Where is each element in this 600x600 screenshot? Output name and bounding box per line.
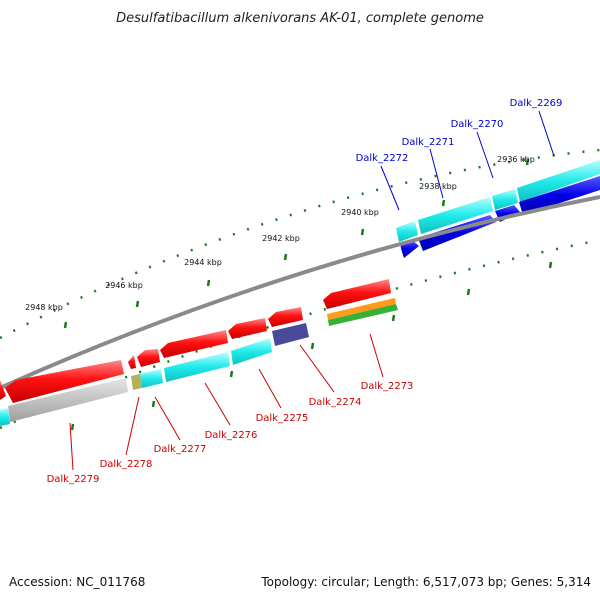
gene-arrow[interactable] — [160, 330, 228, 358]
genome-summary-text: Topology: circular; Length: 6,517,073 bp… — [260, 575, 591, 589]
gene-label-dalk-2273[interactable]: Dalk_2273 — [361, 381, 414, 392]
gene-arrow[interactable] — [128, 355, 136, 369]
genome-backbone — [0, 195, 600, 390]
gene-segment[interactable] — [396, 221, 418, 242]
gene-label-dalk-2278[interactable]: Dalk_2278 — [100, 459, 153, 470]
gene-segment[interactable] — [517, 160, 600, 202]
major-ticks — [63, 158, 530, 329]
gene-segment[interactable] — [131, 374, 142, 390]
gene-arrow[interactable] — [0, 380, 6, 400]
gene-label-dalk-2270[interactable]: Dalk_2270 — [451, 119, 504, 130]
gene-segment[interactable] — [140, 369, 163, 388]
gene-segment[interactable] — [327, 298, 396, 320]
tick-label: 2940 kbp — [341, 208, 379, 217]
gene-label-dalk-2275[interactable]: Dalk_2275 — [256, 413, 309, 424]
gene-label-dalk-2272[interactable]: Dalk_2272 — [356, 153, 409, 164]
top-leader-lines — [380, 110, 555, 211]
gene-arrow[interactable] — [323, 279, 391, 309]
tick-label: 2948 kbp — [25, 303, 63, 312]
tick-label: 2942 kbp — [262, 234, 300, 243]
tick-labels: 2936 kbp 2938 kbp 2940 kbp 2942 kbp 2944… — [25, 155, 535, 312]
reverse-genes — [0, 279, 391, 403]
gene-arrow[interactable] — [228, 318, 267, 339]
top-gene-labels: Dalk_2269 Dalk_2270 Dalk_2271 Dalk_2272 — [356, 98, 563, 164]
gene-label-dalk-2279[interactable]: Dalk_2279 — [47, 474, 100, 485]
gene-segment[interactable] — [8, 378, 128, 422]
gene-segment[interactable] — [0, 408, 10, 426]
gene-label-dalk-2274[interactable]: Dalk_2274 — [309, 397, 362, 408]
gene-label-dalk-2277[interactable]: Dalk_2277 — [154, 444, 207, 455]
gene-label-dalk-2271[interactable]: Dalk_2271 — [402, 137, 455, 148]
map-title: Desulfatibacillum alkenivorans AK-01, co… — [116, 11, 484, 26]
gene-label-dalk-2276[interactable]: Dalk_2276 — [205, 430, 258, 441]
accession-text: Accession: NC_011768 — [9, 575, 145, 589]
gene-segment[interactable] — [328, 304, 398, 326]
gene-label-dalk-2269[interactable]: Dalk_2269 — [510, 98, 563, 109]
tick-label: 2946 kbp — [105, 281, 143, 290]
gene-arrow[interactable] — [5, 360, 124, 403]
bottom-leader-lines — [69, 333, 384, 471]
gene-segment[interactable] — [164, 352, 230, 382]
forward-cyan-track — [396, 160, 600, 242]
tick-label: 2938 kbp — [419, 182, 457, 191]
gene-segment[interactable] — [418, 197, 493, 234]
tick-label: 2936 kbp — [497, 155, 535, 164]
reverse-feature-track — [0, 298, 398, 426]
bottom-gene-labels: Dalk_2273 Dalk_2274 Dalk_2275 Dalk_2276 … — [47, 381, 414, 485]
gene-arrow[interactable] — [519, 176, 600, 215]
inner-major-ticks — [70, 261, 553, 431]
gene-segment[interactable] — [492, 189, 518, 210]
gene-arrow[interactable] — [137, 349, 160, 367]
gene-segment[interactable] — [272, 323, 309, 346]
tick-label: 2944 kbp — [184, 258, 222, 267]
gene-arrow[interactable] — [268, 307, 303, 327]
gene-segment[interactable] — [231, 338, 272, 365]
